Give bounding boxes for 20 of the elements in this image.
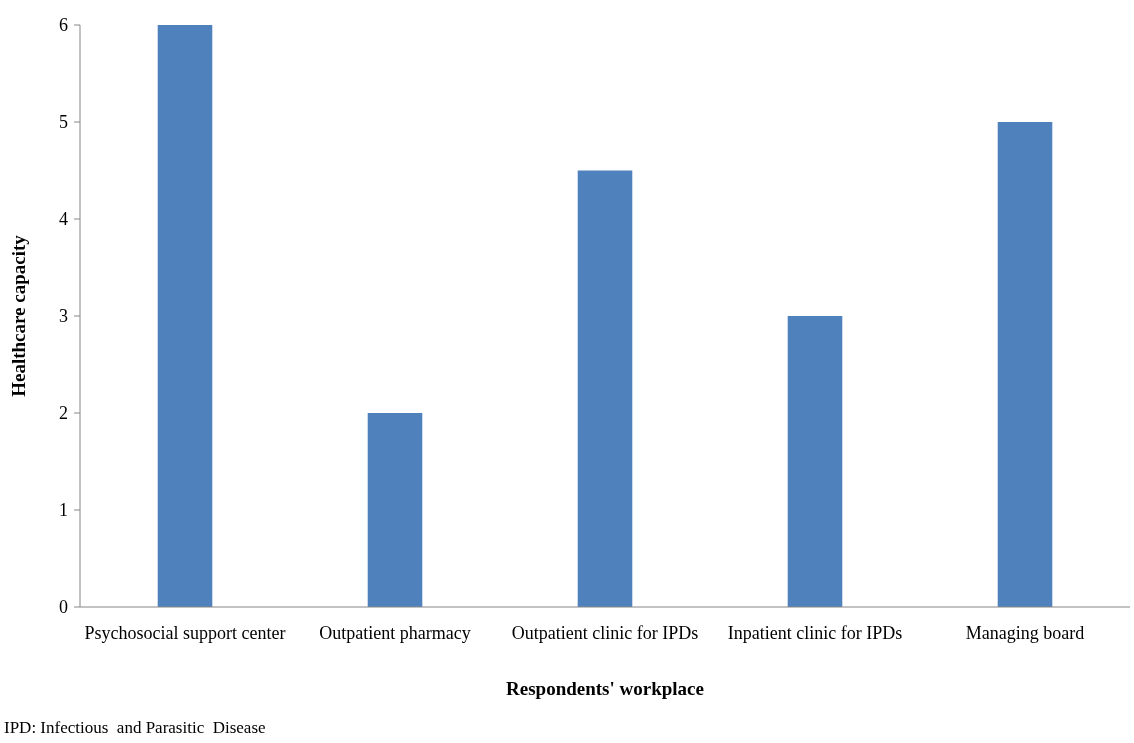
y-tick-label: 4 <box>59 209 68 230</box>
y-tick-label: 0 <box>59 597 68 618</box>
y-tick-label: 1 <box>59 500 68 521</box>
bar <box>787 316 843 607</box>
y-tick-label: 5 <box>59 112 68 133</box>
bar <box>577 170 633 607</box>
x-tick-label: Psychosocial support center <box>84 623 286 643</box>
bar <box>997 122 1053 607</box>
x-axis-title: Respondents' workplace <box>506 678 704 699</box>
x-tick-label: Inpatient clinic for IPDs <box>727 623 903 643</box>
x-tick-label: Outpatient clinic for IPDs <box>511 623 699 643</box>
bar <box>367 413 423 607</box>
bar <box>157 25 213 607</box>
y-tick-label: 6 <box>59 15 68 36</box>
y-tick-label: 3 <box>59 306 68 327</box>
x-tick-label: Outpatient pharmacy <box>319 623 471 643</box>
x-tick-label: Managing board <box>965 623 1085 643</box>
text: IPD: Infectious and Parasitic Disease <box>4 718 266 737</box>
y-tick-label: 2 <box>59 403 68 424</box>
y-axis-title: Healthcare capacity <box>8 234 29 397</box>
